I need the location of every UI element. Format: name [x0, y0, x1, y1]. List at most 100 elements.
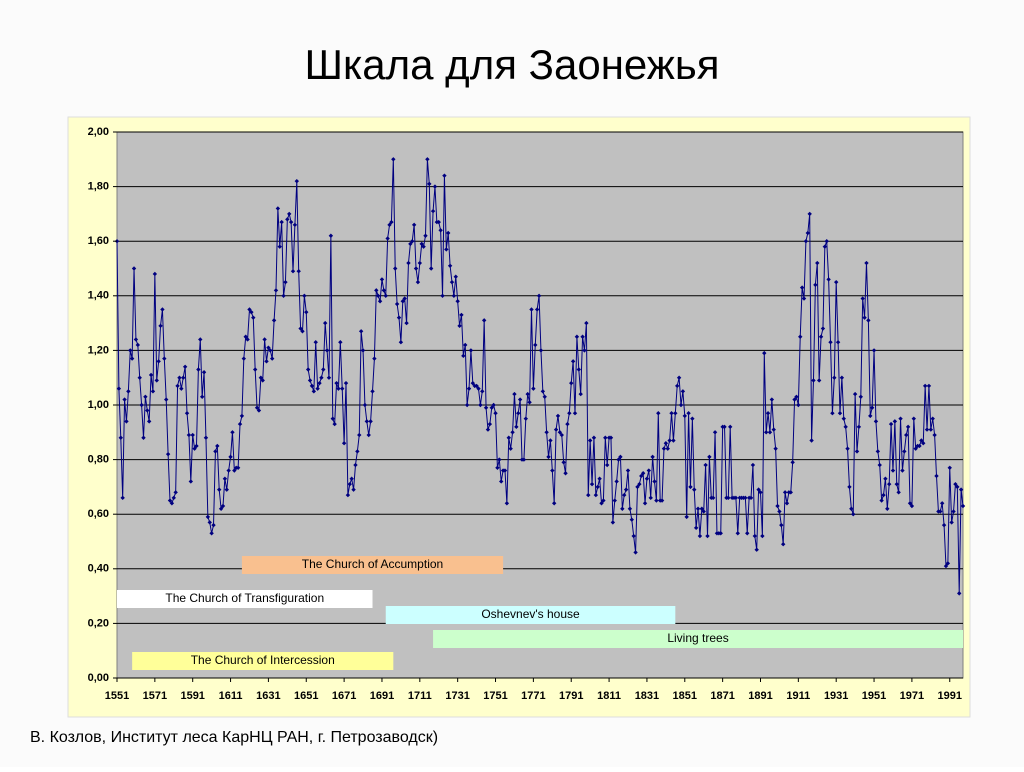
x-tick-label: 1971: [900, 690, 924, 702]
data-point: [145, 408, 150, 413]
data-point: [659, 498, 665, 503]
data-point: [881, 492, 886, 498]
data-point: [826, 277, 831, 282]
data-point: [832, 375, 837, 380]
data-point: [578, 391, 583, 397]
data-point: [328, 233, 334, 238]
data-point: [565, 421, 570, 427]
data-point: [311, 389, 317, 394]
x-tick-label: 1551: [105, 690, 129, 702]
data-point: [945, 561, 951, 566]
data-point: [608, 435, 614, 440]
data-point: [332, 421, 337, 427]
data-point: [639, 473, 644, 479]
data-point: [726, 495, 731, 501]
data-point: [705, 533, 710, 539]
data-point: [873, 419, 879, 424]
x-tick-label: 1651: [294, 690, 318, 702]
data-point: [205, 514, 211, 520]
data-point: [377, 299, 383, 304]
period-label: Living trees: [667, 631, 728, 645]
data-point: [758, 490, 763, 495]
data-point: [177, 375, 182, 380]
data-point: [852, 391, 858, 397]
data-point: [682, 413, 687, 419]
data-point: [504, 501, 510, 506]
data-point: [604, 462, 610, 468]
data-point: [796, 402, 801, 408]
data-point: [555, 413, 561, 419]
data-point: [294, 178, 299, 184]
data-point: [247, 307, 252, 312]
data-point: [765, 410, 771, 416]
data-point: [353, 462, 358, 468]
data-point: [220, 503, 226, 509]
data-point: [190, 432, 195, 438]
footer: В. Козлов, Институт леса КарНЦ РАН, г. П…: [30, 729, 438, 746]
data-point: [847, 484, 852, 490]
data-point: [285, 217, 290, 222]
data-point: [794, 394, 799, 400]
data-point: [544, 430, 549, 435]
data-point: [939, 501, 945, 506]
data-point: [468, 348, 474, 353]
y-tick-label: 1,60: [88, 235, 109, 247]
data-point: [943, 563, 949, 569]
x-tick-label: 1591: [180, 690, 204, 702]
data-point: [381, 288, 387, 293]
data-point: [673, 410, 678, 416]
data-point: [642, 501, 648, 506]
data-point: [644, 476, 650, 481]
data-point: [572, 410, 578, 416]
data-point: [531, 386, 536, 391]
data-point: [951, 509, 956, 514]
period-bar: [385, 606, 676, 624]
data-point: [690, 416, 695, 421]
data-point: [728, 424, 733, 430]
data-point: [235, 465, 241, 470]
data-point: [324, 348, 330, 353]
x-tick-label: 1571: [143, 690, 167, 702]
data-point: [512, 391, 517, 397]
data-point: [199, 394, 205, 400]
data-point: [304, 309, 309, 315]
data-point: [699, 506, 705, 511]
data-point: [213, 449, 218, 454]
data-point: [222, 476, 228, 481]
data-point: [828, 340, 833, 345]
data-point: [143, 394, 148, 400]
data-point: [733, 495, 739, 501]
data-point: [631, 533, 636, 539]
data-point: [181, 375, 186, 380]
x-tick-label: 1831: [635, 690, 659, 702]
data-point: [413, 266, 419, 271]
data-point: [398, 340, 404, 345]
data-point: [843, 424, 848, 430]
data-point: [198, 337, 203, 342]
data-point: [211, 522, 216, 528]
period-label: The Church of Accumption: [302, 557, 443, 571]
data-point: [374, 288, 379, 293]
data-point: [345, 492, 351, 498]
data-point: [563, 471, 568, 476]
data-point: [587, 438, 593, 443]
data-point: [837, 410, 843, 416]
data-point: [215, 443, 220, 449]
data-point: [879, 498, 884, 503]
data-point: [777, 509, 782, 514]
data-point: [697, 533, 703, 539]
data-point: [656, 410, 661, 416]
data-point: [957, 591, 962, 596]
data-point: [773, 446, 778, 451]
data-point: [678, 402, 684, 408]
data-point: [338, 340, 343, 345]
data-point: [368, 419, 373, 424]
data-point: [718, 531, 723, 536]
data-point: [760, 533, 765, 539]
data-point: [300, 329, 305, 334]
data-point: [745, 531, 750, 536]
data-point: [173, 490, 178, 495]
data-point: [408, 241, 413, 247]
data-point: [419, 241, 424, 247]
x-tick-label: 1871: [710, 690, 734, 702]
